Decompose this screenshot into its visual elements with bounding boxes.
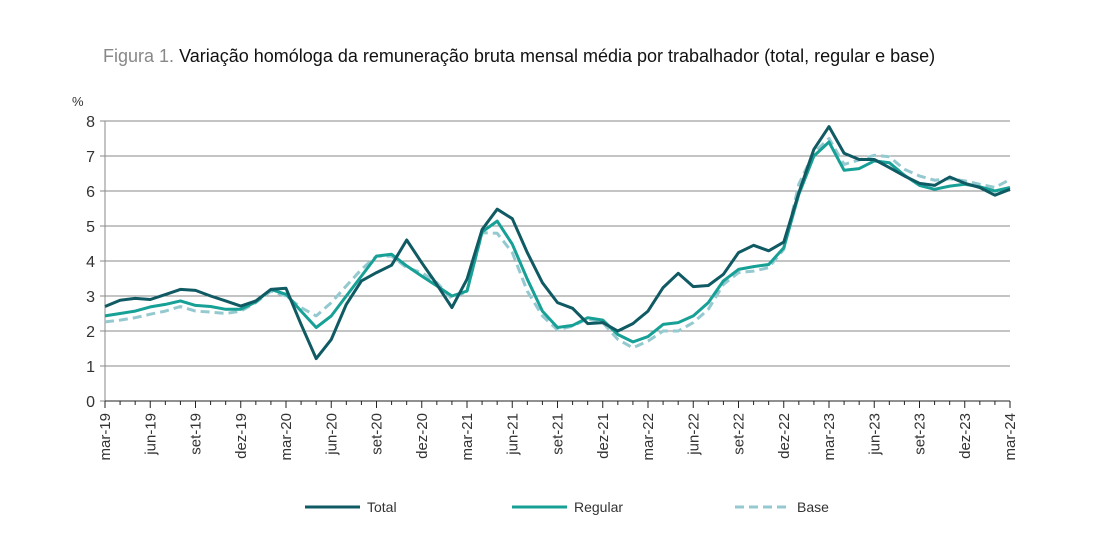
legend-label: Base: [797, 499, 829, 515]
x-tick-label: mar-24: [1002, 413, 1019, 461]
figure-number: Figura 1.: [103, 46, 175, 66]
x-tick-label: mar-23: [821, 413, 838, 461]
series-line-regular: [104, 140, 1011, 344]
x-tick-label: set-20: [369, 413, 386, 455]
series-line-total: [104, 125, 1011, 361]
x-tick-label: mar-21: [459, 413, 476, 461]
x-tick-label: dez-20: [414, 413, 431, 459]
x-tick-label: dez-19: [233, 413, 250, 459]
chart-title: Figura 1. Variação homóloga da remuneraç…: [103, 46, 935, 67]
y-tick-label: 0: [86, 394, 95, 411]
y-tick-label: 3: [86, 289, 95, 306]
x-tick-label: set-23: [912, 413, 929, 455]
x-tick-label: mar-19: [97, 413, 114, 461]
x-tick-label: jun-22: [685, 413, 702, 456]
y-tick-label: 4: [86, 254, 95, 271]
y-tick-label: 5: [86, 219, 95, 236]
legend-label: Regular: [574, 499, 623, 515]
x-tick-label: mar-20: [278, 413, 295, 461]
x-tick-label: jun-23: [866, 413, 883, 456]
x-tick-label: jun-20: [323, 413, 340, 456]
y-tick-label: 6: [86, 184, 95, 201]
x-tick-label: set-19: [188, 413, 205, 455]
y-tick-label: 2: [86, 324, 95, 341]
x-tick-label: jun-19: [142, 413, 159, 456]
x-tick-label: mar-22: [640, 413, 657, 461]
x-tick-label: set-21: [550, 413, 567, 455]
title-text: Variação homóloga da remuneração bruta m…: [179, 46, 936, 66]
y-tick-label: 7: [86, 149, 95, 166]
y-axis-unit: %: [72, 94, 84, 109]
x-tick-label: jun-21: [504, 413, 521, 456]
y-tick-label: 1: [86, 359, 95, 376]
x-tick-label: set-22: [731, 413, 748, 455]
x-tick-label: dez-21: [595, 413, 612, 459]
series-line-base: [104, 137, 1011, 350]
x-tick-label: dez-23: [957, 413, 974, 459]
legend-label: Total: [367, 499, 397, 515]
x-tick-label: dez-22: [776, 413, 793, 459]
y-tick-label: 8: [86, 114, 95, 131]
